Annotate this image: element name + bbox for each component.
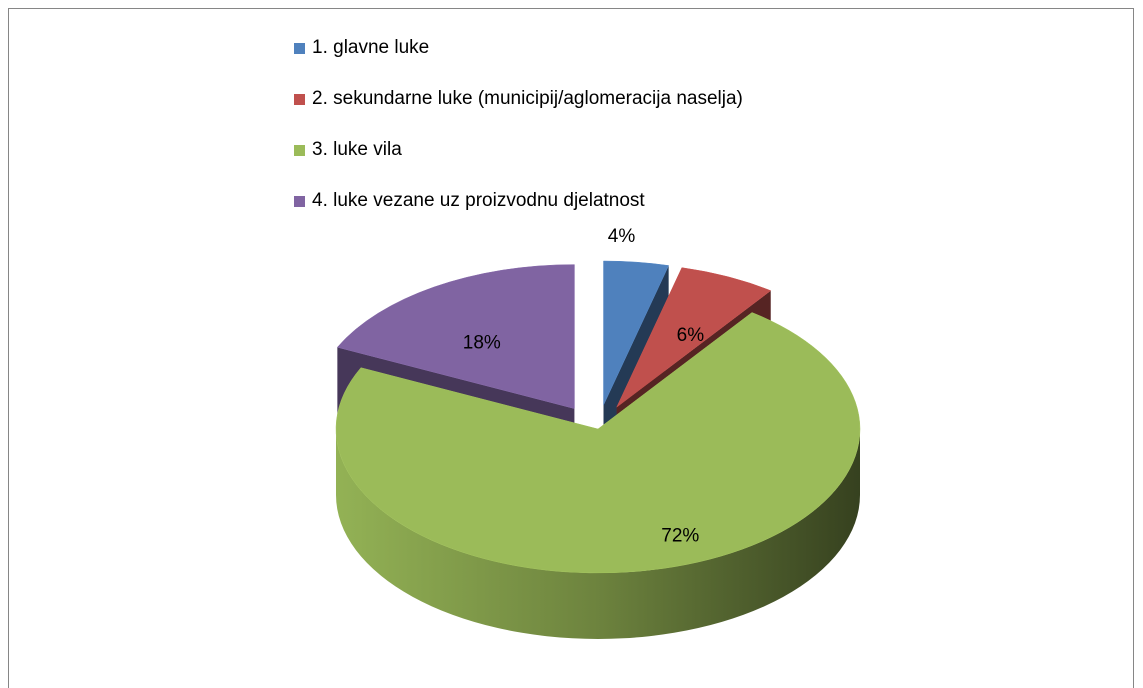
pie-slice-2-top (616, 267, 772, 408)
legend-swatch-luke-vila (294, 144, 305, 156)
legend-item-luke-vila: 3. luke vila (294, 138, 743, 162)
legend-label-sekundarne-luke: 2. sekundarne luke (municipij/aglomeraci… (312, 88, 743, 109)
data-label-slice-1: 4% (608, 226, 636, 247)
data-label-slice-3: 72% (661, 525, 699, 546)
pie-slice-4-top (336, 264, 575, 409)
pie-slice-1-top (603, 260, 670, 406)
pie-slice-3-side (336, 429, 860, 639)
legend-swatch-proizvodne-luke (294, 195, 305, 207)
legend-item-proizvodne-luke: 4. luke vezane uz proizvodnu djelatnost (294, 189, 743, 213)
legend-label-proizvodne-luke: 4. luke vezane uz proizvodnu djelatnost (312, 190, 645, 211)
pie-slice-3-top (335, 312, 861, 574)
data-label-slice-2: 6% (677, 325, 705, 346)
legend-item-sekundarne-luke: 2. sekundarne luke (municipij/aglomeraci… (294, 87, 743, 111)
pie-slice-3 (335, 312, 861, 639)
legend-label-glavne-luke: 1. glavne luke (312, 37, 430, 58)
legend-swatch-glavne-luke (294, 42, 305, 54)
legend-label-luke-vila: 3. luke vila (312, 139, 402, 160)
legend-swatch-sekundarne-luke (294, 93, 305, 105)
data-label-slice-4: 18% (463, 332, 501, 353)
chart-legend: 1. glavne luke 2. sekundarne luke (munic… (294, 36, 743, 240)
legend-item-glavne-luke: 1. glavne luke (294, 36, 743, 60)
